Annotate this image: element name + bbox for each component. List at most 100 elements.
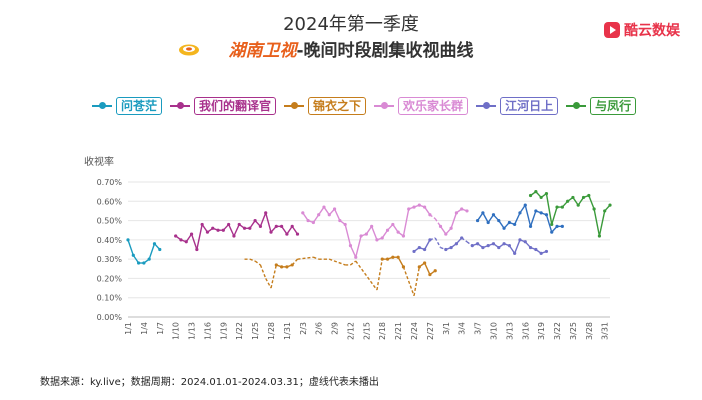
data-point [423, 261, 427, 265]
data-point [391, 222, 395, 227]
x-tick-label: 2/9 [331, 322, 340, 335]
data-point [528, 224, 533, 228]
brand-name: 酷云数娱 [624, 23, 680, 39]
data-point [539, 251, 543, 255]
legend-dot-marker [573, 102, 581, 109]
legend-dot-marker [381, 102, 389, 109]
series-line-segment [482, 212, 489, 223]
data-point [274, 263, 278, 267]
series-line-segment [397, 256, 405, 268]
series-line-segment [259, 212, 267, 227]
x-tick-label: 1/22 [235, 322, 244, 340]
data-point [465, 209, 469, 213]
data-point [242, 226, 247, 230]
data-point [280, 265, 284, 269]
data-point [354, 255, 358, 259]
data-point [322, 205, 326, 209]
series-line-segment [551, 206, 558, 225]
data-point [227, 222, 231, 227]
data-point [502, 226, 506, 230]
x-tick-label: 2/24 [410, 322, 419, 340]
data-point [269, 230, 273, 234]
legend-label: 欢乐家长群 [398, 97, 469, 115]
x-tick-label: 3/13 [505, 322, 514, 340]
data-point [317, 213, 321, 217]
data-point [528, 193, 533, 198]
series-line-segment [593, 208, 601, 237]
data-point [597, 234, 602, 238]
channel-name: 湖南卫视 [228, 41, 297, 61]
series-line-segment [514, 239, 521, 254]
data-point [195, 247, 199, 252]
legend-line-marker [566, 102, 587, 109]
data-point [560, 224, 564, 228]
data-point [603, 209, 607, 213]
data-point [475, 218, 480, 223]
data-point [152, 242, 157, 246]
data-point [401, 265, 406, 269]
series-line-segment [440, 246, 447, 251]
x-tick-label: 2/6 [315, 322, 324, 335]
data-point [544, 213, 549, 217]
data-point [237, 222, 241, 227]
chart-title-rest: -晚间时段剧集收视曲线 [296, 41, 474, 61]
y-tick-label: 0.10% [97, 294, 123, 303]
data-point [513, 251, 517, 255]
series-line-segment [148, 243, 156, 260]
data-point [534, 209, 538, 213]
x-tick-label: 2/18 [378, 322, 387, 340]
y-tick-label: 0.00% [97, 313, 123, 322]
data-point [401, 234, 406, 238]
x-tick-label: 2/21 [394, 322, 403, 340]
legend-item: 问苍茫 [92, 97, 163, 115]
data-point [417, 245, 421, 250]
data-point [364, 232, 368, 236]
x-tick-label: 1/28 [267, 322, 276, 340]
data-point [428, 238, 432, 242]
data-point [528, 245, 533, 250]
y-tick-label: 0.70% [97, 178, 123, 187]
series-line-segment [344, 224, 352, 246]
x-tick-label: 3/4 [458, 322, 467, 335]
data-point [343, 222, 347, 227]
data-point [338, 218, 342, 223]
data-point [370, 224, 374, 228]
data-point [423, 247, 427, 252]
data-point [428, 272, 432, 277]
data-point [205, 230, 210, 234]
legend-line-marker [476, 102, 497, 109]
series-line-segment [545, 193, 553, 225]
legend-item: 与凤行 [566, 97, 637, 115]
data-point [332, 207, 337, 211]
y-axis-label: 收视率 [84, 157, 114, 168]
data-point [544, 249, 549, 254]
data-point [438, 224, 443, 228]
data-point [576, 203, 580, 207]
data-point [417, 203, 421, 207]
data-point [258, 224, 263, 228]
legend-line-marker [374, 102, 395, 109]
x-tick-label: 1/16 [203, 322, 212, 340]
data-point [306, 218, 310, 223]
data-point [523, 203, 527, 207]
series-line-segment [270, 264, 277, 289]
data-point [179, 238, 183, 242]
data-point [290, 224, 294, 228]
data-point [221, 228, 225, 232]
data-point [280, 224, 284, 228]
legend-label: 与凤行 [590, 97, 637, 115]
series-line-segment [598, 210, 606, 237]
footer-source-note: 数据来源：ky.live；数据周期：2024.01.01-2024.03.31；… [40, 377, 379, 388]
data-point [158, 247, 162, 252]
data-point [560, 205, 564, 209]
data-point [396, 230, 400, 234]
data-point [444, 232, 448, 236]
series-line-segment [228, 224, 235, 237]
x-tick-label: 2/3 [299, 322, 308, 335]
data-point [290, 263, 294, 267]
series-line-segment [450, 212, 458, 229]
channel-logo-icon [179, 44, 199, 56]
series-line-segment [355, 260, 378, 291]
data-point [486, 244, 490, 248]
legend-dot-marker [177, 102, 185, 109]
